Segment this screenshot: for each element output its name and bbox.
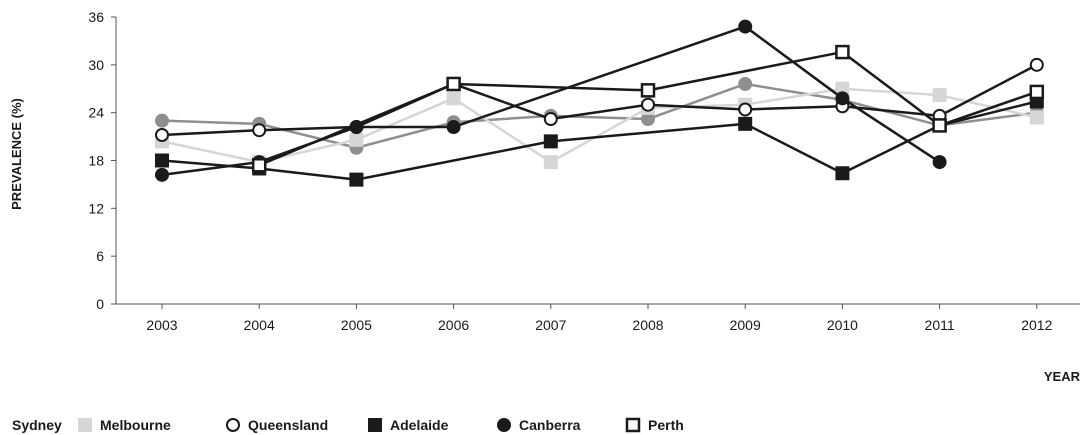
data-point-perth	[446, 76, 461, 92]
legend-swatch-perth	[625, 417, 641, 433]
legend-item-melbourne: Melbourne	[78, 417, 171, 433]
series-queensland	[155, 57, 1044, 142]
x-tick-label: 2004	[244, 317, 275, 333]
data-point-queensland	[1029, 57, 1044, 72]
data-point-adelaide	[349, 172, 364, 187]
data-point-adelaide	[543, 134, 558, 149]
data-point-melbourne	[932, 88, 947, 103]
data-point-canberra	[835, 91, 850, 106]
x-tick-label: 2006	[438, 317, 469, 333]
data-point-queensland	[641, 97, 655, 112]
data-point-melbourne	[543, 155, 558, 170]
y-tick-label: 6	[96, 248, 104, 264]
series-line-canberra	[161, 25, 941, 177]
series-line-adelaide	[161, 100, 1038, 181]
data-point-perth	[1029, 84, 1045, 100]
data-point-sydney	[641, 112, 655, 127]
legend-item-queensland: Queensland	[226, 417, 328, 433]
legend-swatch-melbourne	[78, 418, 92, 432]
x-tick-label: 2007	[535, 317, 566, 333]
x-axis-title: YEAR	[1044, 369, 1081, 384]
legend-label-perth: Perth	[648, 417, 684, 433]
data-point-sydney	[738, 76, 753, 91]
data-point-melbourne	[1029, 110, 1044, 125]
data-point-sydney	[155, 113, 169, 128]
x-tick-label: 2012	[1021, 317, 1052, 333]
data-point-queensland	[252, 123, 267, 138]
y-tick-label: 12	[88, 200, 104, 216]
data-point-canberra	[738, 19, 753, 34]
y-axis-title: PREVALENCE (%)	[9, 98, 24, 210]
data-point-canberra	[446, 120, 461, 135]
legend-item-perth: Perth	[625, 417, 684, 433]
data-point-melbourne	[446, 91, 461, 106]
series-perth	[251, 44, 1045, 173]
data-point-queensland	[738, 102, 753, 117]
data-point-perth	[640, 83, 656, 98]
series-adelaide	[155, 94, 1044, 187]
data-point-queensland	[155, 127, 169, 142]
y-tick-label: 30	[88, 57, 104, 73]
y-tick-label: 18	[88, 153, 104, 169]
legend: Sydney Melbourne Queensland Adelaide Canberr…	[12, 417, 684, 433]
data-point-melbourne	[349, 132, 364, 147]
data-point-adelaide	[835, 166, 850, 181]
x-axis-ticks: 2003 2004 2005 2006 2007 2008 2009 2010 2011 2012	[146, 304, 1053, 333]
data-point-perth	[251, 158, 267, 173]
series-line-sydney	[161, 82, 1037, 149]
legend-label-canberra: Canberra	[519, 417, 581, 433]
series-line-queensland	[161, 63, 1038, 137]
data-point-perth	[835, 44, 850, 60]
data-point-queensland	[543, 112, 558, 127]
legend-swatch-adelaide	[368, 418, 382, 432]
data-point-melbourne	[835, 81, 850, 96]
x-tick-label: 2005	[341, 317, 372, 333]
series-line-melbourne	[161, 87, 1038, 164]
legend-swatch-queensland	[226, 418, 240, 432]
y-tick-label: 0	[96, 296, 104, 312]
series-melbourne	[155, 81, 1044, 170]
data-point-adelaide	[738, 116, 753, 131]
legend-label-sydney: Sydney	[12, 417, 62, 433]
legend-label-queensland: Queensland	[248, 417, 328, 433]
legend-item-canberra: Canberra	[497, 417, 581, 433]
legend-item-adelaide: Adelaide	[368, 417, 449, 433]
y-tick-label: 36	[88, 9, 104, 25]
x-tick-label: 2010	[827, 317, 858, 333]
data-point-canberra	[932, 155, 947, 170]
data-point-perth	[932, 118, 947, 133]
x-tick-label: 2009	[730, 317, 761, 333]
legend-swatch-canberra	[497, 418, 511, 432]
x-tick-label: 2011	[925, 317, 955, 333]
y-axis-ticks: 0 6 12 18 24 30 36	[88, 9, 116, 312]
series-layer	[155, 19, 1045, 187]
series-line-perth	[258, 50, 1038, 167]
x-tick-label: 2003	[146, 317, 177, 333]
data-point-adelaide	[155, 153, 169, 168]
data-point-canberra	[155, 167, 169, 182]
x-tick-label: 2008	[632, 317, 663, 333]
legend-label-melbourne: Melbourne	[100, 417, 171, 433]
y-tick-label: 24	[88, 105, 104, 121]
legend-item-sydney: Sydney	[12, 417, 62, 433]
legend-label-adelaide: Adelaide	[390, 417, 449, 433]
